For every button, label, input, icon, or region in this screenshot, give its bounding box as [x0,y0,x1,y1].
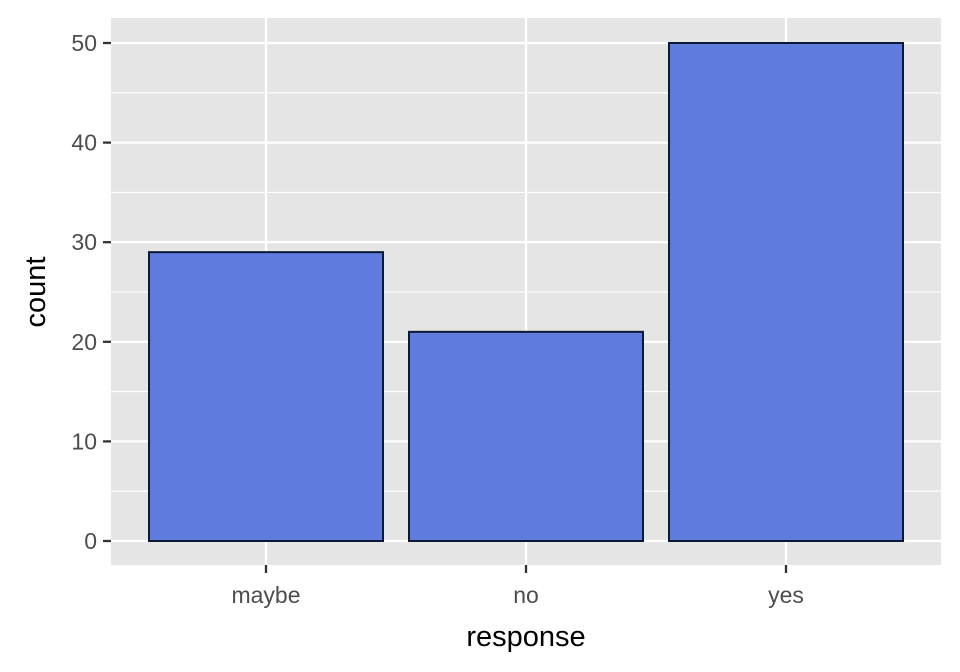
y-tick-label: 10 [71,428,97,454]
axis-ticks [103,41,788,573]
x-axis-title: response [466,621,585,653]
x-tick-label-maybe: maybe [231,582,300,608]
y-tick-label: 20 [71,329,97,355]
y-tick-label: 40 [71,130,97,156]
y-axis-title: count [20,257,52,328]
x-tick-label-yes: yes [768,582,804,608]
x-tick-label-no: no [513,582,539,608]
y-tick-label: 0 [84,528,97,554]
y-tick-label: 30 [71,229,97,255]
bar-yes [668,42,904,542]
bars [148,42,904,542]
tick-labels: 0 10 20 30 40 50 maybe no yes [71,30,803,608]
bar-maybe [148,251,384,542]
bar-no [408,330,644,542]
y-tick-label: 50 [71,30,97,56]
